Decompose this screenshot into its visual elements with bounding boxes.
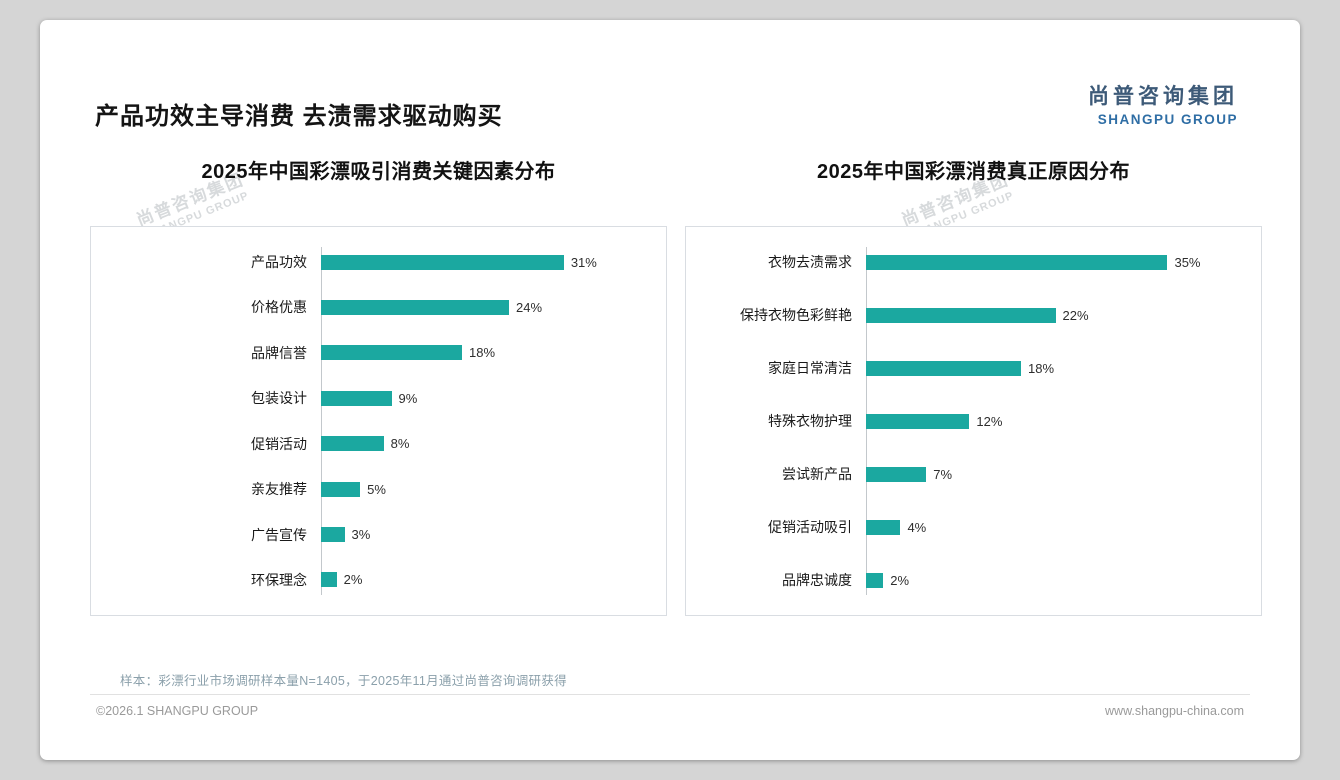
value-label: 22% bbox=[1062, 307, 1089, 323]
value-label: 9% bbox=[398, 390, 418, 406]
category-label: 品牌信誉 bbox=[251, 344, 307, 361]
category-label: 品牌忠诚度 bbox=[782, 572, 852, 588]
category-label: 尝试新产品 bbox=[782, 466, 852, 482]
bar-row: 价格优惠 24% bbox=[91, 298, 650, 316]
bar-track: 35% bbox=[866, 254, 1245, 270]
y-axis-line bbox=[321, 247, 322, 595]
bar-track: 8% bbox=[321, 436, 650, 452]
category-label: 包装设计 bbox=[251, 390, 307, 407]
chart-title: 2025年中国彩漂吸引消费关键因素分布 bbox=[201, 161, 556, 183]
bar-track: 2% bbox=[321, 572, 650, 588]
bar-row: 保持衣物色彩鲜艳 22% bbox=[686, 306, 1245, 324]
bar-track: 2% bbox=[866, 572, 1245, 588]
bar-track: 7% bbox=[866, 466, 1245, 482]
chart-plot-area: 产品功效 31% 价格优惠 24% 品牌信誉 18% 包装设计 9% 促销活动 8% 亲友推荐 5% 广… bbox=[90, 226, 667, 616]
bar bbox=[321, 254, 564, 270]
value-label: 35% bbox=[1174, 254, 1201, 270]
bar-row: 品牌忠诚度 2% bbox=[686, 571, 1245, 589]
bar-row: 环保理念 2% bbox=[91, 571, 650, 589]
chart-title: 2025年中国彩漂消费真正原因分布 bbox=[817, 161, 1130, 183]
bar bbox=[866, 360, 1022, 376]
bar-track: 9% bbox=[321, 390, 650, 406]
bar bbox=[321, 390, 392, 406]
category-label: 促销活动 bbox=[251, 435, 307, 452]
bar bbox=[866, 519, 901, 535]
bar-track: 3% bbox=[321, 527, 650, 543]
footer-website: www.shangpu-china.com bbox=[1105, 704, 1244, 718]
bar-track: 18% bbox=[321, 345, 650, 361]
chart-real-reasons: 2025年中国彩漂消费真正原因分布 衣物去渍需求 35% 保持衣物色彩鲜艳 22% 家庭… bbox=[685, 155, 1262, 616]
bar-track: 31% bbox=[321, 254, 650, 270]
category-label: 价格优惠 bbox=[251, 299, 307, 316]
bar-track: 22% bbox=[866, 307, 1245, 323]
value-label: 4% bbox=[907, 519, 927, 535]
bar bbox=[321, 436, 384, 452]
bar bbox=[321, 527, 345, 543]
category-label: 促销活动吸引 bbox=[768, 519, 852, 535]
page-title: 产品功效主导消费 去渍需求驱动购买 bbox=[95, 103, 503, 130]
footer: ©2026.1 SHANGPU GROUP www.shangpu-china.… bbox=[96, 704, 1244, 718]
value-label: 31% bbox=[570, 254, 597, 270]
category-label: 产品功效 bbox=[251, 254, 307, 270]
bar bbox=[866, 413, 970, 429]
category-label: 特殊衣物护理 bbox=[768, 413, 852, 429]
bar-track: 18% bbox=[866, 360, 1245, 376]
value-label: 18% bbox=[469, 345, 496, 361]
bar bbox=[321, 481, 361, 497]
category-label: 衣物去渍需求 bbox=[768, 254, 852, 270]
company-logo: 尚普咨询集团 SHANGPU GROUP bbox=[1088, 80, 1238, 127]
value-label: 2% bbox=[890, 572, 910, 588]
logo-cn-text: 尚普咨询集团 bbox=[1088, 85, 1238, 108]
value-label: 3% bbox=[351, 527, 371, 543]
value-label: 12% bbox=[976, 413, 1003, 429]
category-label: 环保理念 bbox=[251, 571, 307, 588]
bar-track: 4% bbox=[866, 519, 1245, 535]
value-label: 7% bbox=[933, 466, 953, 482]
value-label: 18% bbox=[1028, 360, 1055, 376]
bar bbox=[321, 299, 509, 315]
bar-row: 品牌信誉 18% bbox=[91, 344, 650, 362]
bar bbox=[321, 572, 337, 588]
bar-row: 促销活动吸引 4% bbox=[686, 518, 1245, 536]
bar-rows: 产品功效 31% 价格优惠 24% 品牌信誉 18% 包装设计 9% 促销活动 8% 亲友推荐 5% 广… bbox=[91, 253, 650, 589]
bar-rows: 衣物去渍需求 35% 保持衣物色彩鲜艳 22% 家庭日常清洁 18% 特殊衣物护理 12% 尝试… bbox=[686, 253, 1245, 589]
bar-track: 5% bbox=[321, 481, 650, 497]
charts-area: 2025年中国彩漂吸引消费关键因素分布 产品功效 31% 价格优惠 24% 品牌信誉 18… bbox=[90, 155, 1262, 616]
bar bbox=[321, 345, 462, 361]
bar-row: 衣物去渍需求 35% bbox=[686, 253, 1245, 271]
category-label: 广告宣传 bbox=[251, 526, 307, 543]
value-label: 5% bbox=[367, 481, 386, 497]
bar-row: 家庭日常清洁 18% bbox=[686, 359, 1245, 377]
bar bbox=[866, 466, 927, 482]
bar-row: 广告宣传 3% bbox=[91, 526, 650, 544]
category-label: 亲友推荐 bbox=[251, 481, 307, 498]
bar bbox=[866, 254, 1168, 270]
bar-row: 产品功效 31% bbox=[91, 253, 650, 271]
value-label: 2% bbox=[343, 572, 363, 588]
category-label: 家庭日常清洁 bbox=[768, 360, 852, 376]
slide: 尚普咨询集团 SHANGPU GROUP 尚普咨询集团 SHANGPU GROU… bbox=[40, 20, 1300, 760]
bar-track: 12% bbox=[866, 413, 1245, 429]
bar-row: 亲友推荐 5% bbox=[91, 480, 650, 498]
bar bbox=[866, 572, 884, 588]
category-label: 保持衣物色彩鲜艳 bbox=[740, 307, 852, 323]
footer-copyright: ©2026.1 SHANGPU GROUP bbox=[96, 704, 259, 718]
bar-row: 尝试新产品 7% bbox=[686, 465, 1245, 483]
value-label: 24% bbox=[516, 299, 543, 315]
logo-en-text: SHANGPU GROUP bbox=[1097, 112, 1238, 127]
bar-track: 24% bbox=[321, 299, 650, 315]
bar-row: 特殊衣物护理 12% bbox=[686, 412, 1245, 430]
footer-divider bbox=[90, 694, 1250, 695]
value-label: 8% bbox=[390, 436, 410, 452]
sample-note: 样本：彩漂行业市场调研样本量N=1405，于2025年11月通过尚普咨询调研获得 bbox=[120, 674, 567, 688]
chart-key-factors: 2025年中国彩漂吸引消费关键因素分布 产品功效 31% 价格优惠 24% 品牌信誉 18… bbox=[90, 155, 667, 616]
bar-row: 促销活动 8% bbox=[91, 435, 650, 453]
chart-plot-area: 衣物去渍需求 35% 保持衣物色彩鲜艳 22% 家庭日常清洁 18% 特殊衣物护理 12% 尝试… bbox=[685, 226, 1262, 616]
bar bbox=[866, 307, 1056, 323]
bar-row: 包装设计 9% bbox=[91, 389, 650, 407]
